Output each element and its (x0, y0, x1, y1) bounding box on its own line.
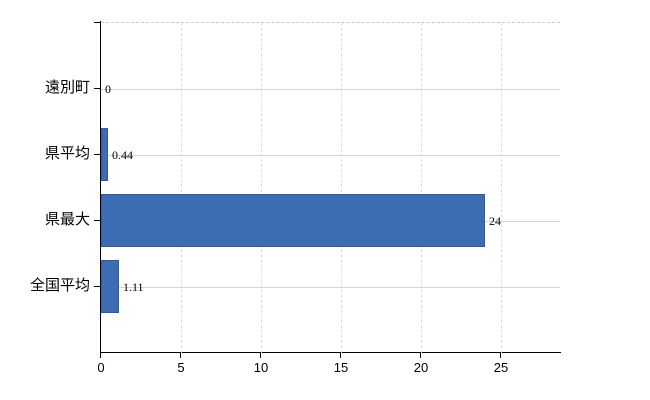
x-axis-tick (500, 352, 501, 358)
gridline-vertical (501, 23, 502, 353)
value-label: 0.44 (112, 148, 133, 162)
y-axis-tick (94, 220, 101, 221)
x-tick-label: 15 (333, 360, 349, 375)
y-axis-tick (94, 286, 101, 287)
plot-area: 0 0.44 24 1.11 (101, 22, 560, 353)
gridline-vertical (261, 23, 262, 353)
x-tick-label: 0 (97, 360, 105, 375)
gridline-vertical (181, 23, 182, 353)
bar (101, 260, 119, 313)
x-axis-line (100, 352, 561, 353)
bar (101, 128, 108, 181)
y-axis-tick (94, 154, 101, 155)
x-axis-tick (420, 352, 421, 358)
value-label: 0 (105, 82, 111, 96)
y-axis-tick (94, 88, 101, 89)
x-tick-label: 20 (413, 360, 429, 375)
x-axis-tick (340, 352, 341, 358)
x-axis-tick (260, 352, 261, 358)
x-tick-label: 25 (493, 360, 509, 375)
gridline-vertical (421, 23, 422, 353)
category-label: 全国平均 (29, 277, 90, 294)
value-label: 24 (489, 214, 501, 228)
gridline-horizontal (101, 287, 560, 288)
category-label: 県最大 (44, 211, 90, 228)
x-axis-tick (100, 352, 101, 358)
gridline-vertical (341, 23, 342, 353)
bar (101, 194, 485, 247)
y-axis-line (100, 21, 101, 353)
gridline-horizontal (101, 89, 560, 90)
value-label: 1.11 (123, 280, 144, 294)
y-axis-top-tick (94, 22, 101, 23)
category-label: 遠別町 (44, 79, 90, 96)
x-axis-tick (180, 352, 181, 358)
gridline-horizontal (101, 155, 560, 156)
category-label: 県平均 (44, 145, 90, 162)
x-tick-label: 10 (253, 360, 269, 375)
x-tick-label: 5 (177, 360, 185, 375)
